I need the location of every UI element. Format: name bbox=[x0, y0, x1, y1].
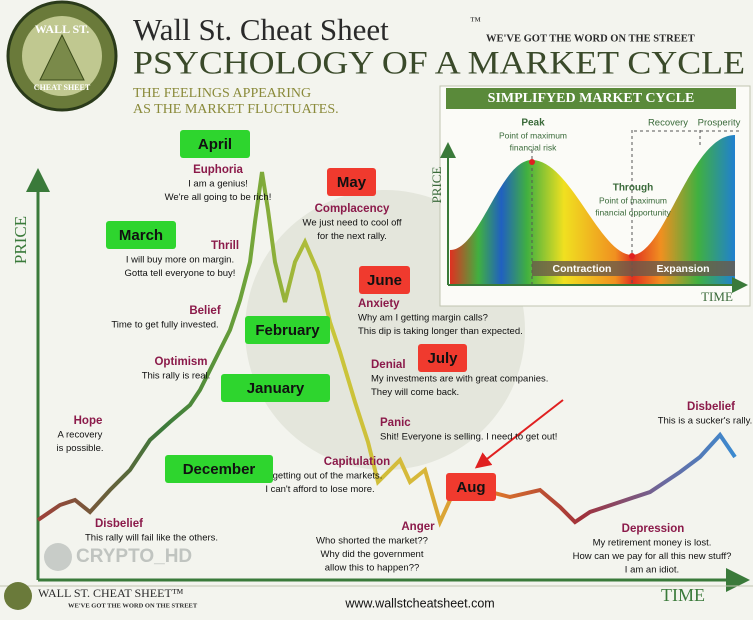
inset-phase: Contraction bbox=[553, 263, 612, 275]
footer-url: www.wallstcheatsheet.com bbox=[344, 596, 494, 610]
inset-note: Point of maximum bbox=[599, 195, 667, 205]
watermark: CRYPTO_HD bbox=[76, 546, 192, 567]
month-box bbox=[165, 455, 273, 483]
month-box bbox=[221, 374, 330, 402]
emotion-line: A recovery bbox=[58, 430, 103, 441]
month-label: Aug bbox=[456, 479, 485, 496]
through-dot bbox=[629, 253, 635, 259]
emotion-name: Hope bbox=[74, 415, 103, 427]
footer-logo bbox=[4, 582, 32, 610]
emotion-line: I will buy more on margin. bbox=[126, 255, 234, 266]
emotion-line: for the next rally. bbox=[317, 231, 387, 242]
x-axis-label: TIME bbox=[661, 585, 705, 605]
emotion-name: Anger bbox=[401, 521, 435, 533]
month-label: April bbox=[198, 136, 232, 153]
emotion-line: I am an idiot. bbox=[625, 565, 679, 576]
emotion-name: Euphoria bbox=[193, 164, 243, 176]
month-label: January bbox=[247, 380, 305, 397]
emotion-line: We just need to cool off bbox=[303, 218, 402, 229]
emotion-name: Belief bbox=[189, 305, 220, 317]
inset-title-bar bbox=[446, 88, 736, 109]
inset-phase: Expansion bbox=[656, 263, 709, 275]
peak-dot bbox=[529, 159, 535, 165]
emotion-name: Disbelief bbox=[687, 401, 735, 413]
month-box bbox=[418, 344, 467, 372]
emotion-line: This rally is real. bbox=[142, 371, 211, 382]
emotion-line: This dip is taking longer than expected. bbox=[358, 326, 523, 337]
month-box bbox=[106, 221, 176, 249]
emotion-line: allow this to happen?? bbox=[325, 563, 420, 574]
subtitle: THE FEELINGS APPEARING bbox=[133, 86, 311, 101]
subtitle: AS THE MARKET FLUCTUATES. bbox=[133, 102, 339, 117]
logo-pyramid bbox=[39, 33, 85, 81]
inset-note: financial risk bbox=[510, 142, 558, 152]
logo-text: WALL ST. bbox=[35, 22, 89, 36]
month-label: February bbox=[255, 322, 320, 339]
watermark-icon bbox=[44, 543, 72, 571]
inset-title: SIMPLIFYED MARKET CYCLE bbox=[488, 91, 695, 106]
emotion-name: Capitulation bbox=[324, 456, 390, 468]
month-box bbox=[327, 168, 376, 196]
emotion-name: Thrill bbox=[211, 240, 239, 252]
inset-label: Through bbox=[613, 183, 654, 194]
footer-tagline: WE'VE GOT THE WORD ON THE STREET bbox=[68, 602, 198, 609]
main-title: PSYCHOLOGY OF A MARKET CYCLE bbox=[133, 46, 745, 82]
emotion-line: We're all going to be rich! bbox=[165, 192, 272, 203]
emotion-line: This is a sucker's rally. bbox=[658, 416, 753, 427]
pointer-arrow bbox=[474, 399, 564, 469]
emotion-name: Complacency bbox=[315, 203, 390, 215]
month-label: May bbox=[337, 174, 367, 191]
emotion-name: Denial bbox=[371, 359, 406, 371]
inset-axis-label: TIME bbox=[701, 289, 733, 304]
inset-axis-label: PRICE bbox=[429, 167, 444, 204]
brand-title: Wall St. Cheat Sheet bbox=[133, 12, 389, 47]
inset-label: Recovery bbox=[648, 118, 688, 129]
emotion-line: Time to get fully invested. bbox=[111, 320, 218, 331]
emotion-name: Anxiety bbox=[358, 298, 400, 310]
month-box bbox=[245, 316, 330, 344]
month-box bbox=[359, 266, 410, 294]
emotion-line: Why am I getting margin calls? bbox=[358, 313, 488, 324]
month-box bbox=[180, 130, 250, 158]
emotion-line: Why did the government bbox=[321, 549, 424, 560]
emotion-line: I'm getting out of the markets. bbox=[258, 471, 383, 482]
price-line bbox=[36, 171, 737, 528]
emotion-line: is possible. bbox=[57, 443, 104, 454]
emotion-name: Panic bbox=[380, 417, 411, 429]
logo-text: CHEAT SHEET bbox=[34, 83, 91, 92]
month-box bbox=[446, 473, 496, 501]
emotion-line: Who shorted the market?? bbox=[316, 536, 428, 547]
emotion-name: Depression bbox=[622, 523, 685, 535]
inset-note: Point of maximum bbox=[499, 130, 567, 140]
emotion-line: I can't afford to lose more. bbox=[265, 484, 374, 495]
inset-note: financial opportunity bbox=[595, 207, 671, 217]
inset-label: Prosperity bbox=[698, 118, 741, 129]
inset-cycle-area bbox=[450, 135, 735, 285]
month-label: June bbox=[367, 272, 402, 289]
month-label: July bbox=[427, 350, 458, 367]
month-label: December bbox=[183, 461, 256, 478]
y-axis-label: PRICE bbox=[11, 216, 30, 264]
trademark: ™ bbox=[470, 16, 481, 28]
month-label: March bbox=[119, 227, 163, 244]
emotion-line: Shit! Everyone is selling. I need to get… bbox=[380, 432, 557, 443]
emotion-line: My investments are with great companies. bbox=[371, 374, 548, 385]
emotion-name: Disbelief bbox=[95, 518, 143, 530]
emotion-line: My retirement money is lost. bbox=[593, 538, 712, 549]
emotion-line: I am a genius! bbox=[188, 179, 248, 190]
tagline: WE'VE GOT THE WORD ON THE STREET bbox=[486, 33, 695, 44]
phase-bar bbox=[532, 261, 735, 276]
emotion-line: Gotta tell everyone to buy! bbox=[125, 268, 236, 279]
emotion-line: This rally will fail like the others. bbox=[85, 533, 218, 544]
emotion-name: Optimism bbox=[154, 356, 207, 368]
footer-brand: WALL ST. CHEAT SHEET™ bbox=[38, 586, 184, 600]
inset-label: Peak bbox=[521, 118, 545, 129]
emotion-line: How can we pay for all this new stuff? bbox=[573, 551, 732, 562]
emotion-line: They will come back. bbox=[371, 387, 459, 398]
